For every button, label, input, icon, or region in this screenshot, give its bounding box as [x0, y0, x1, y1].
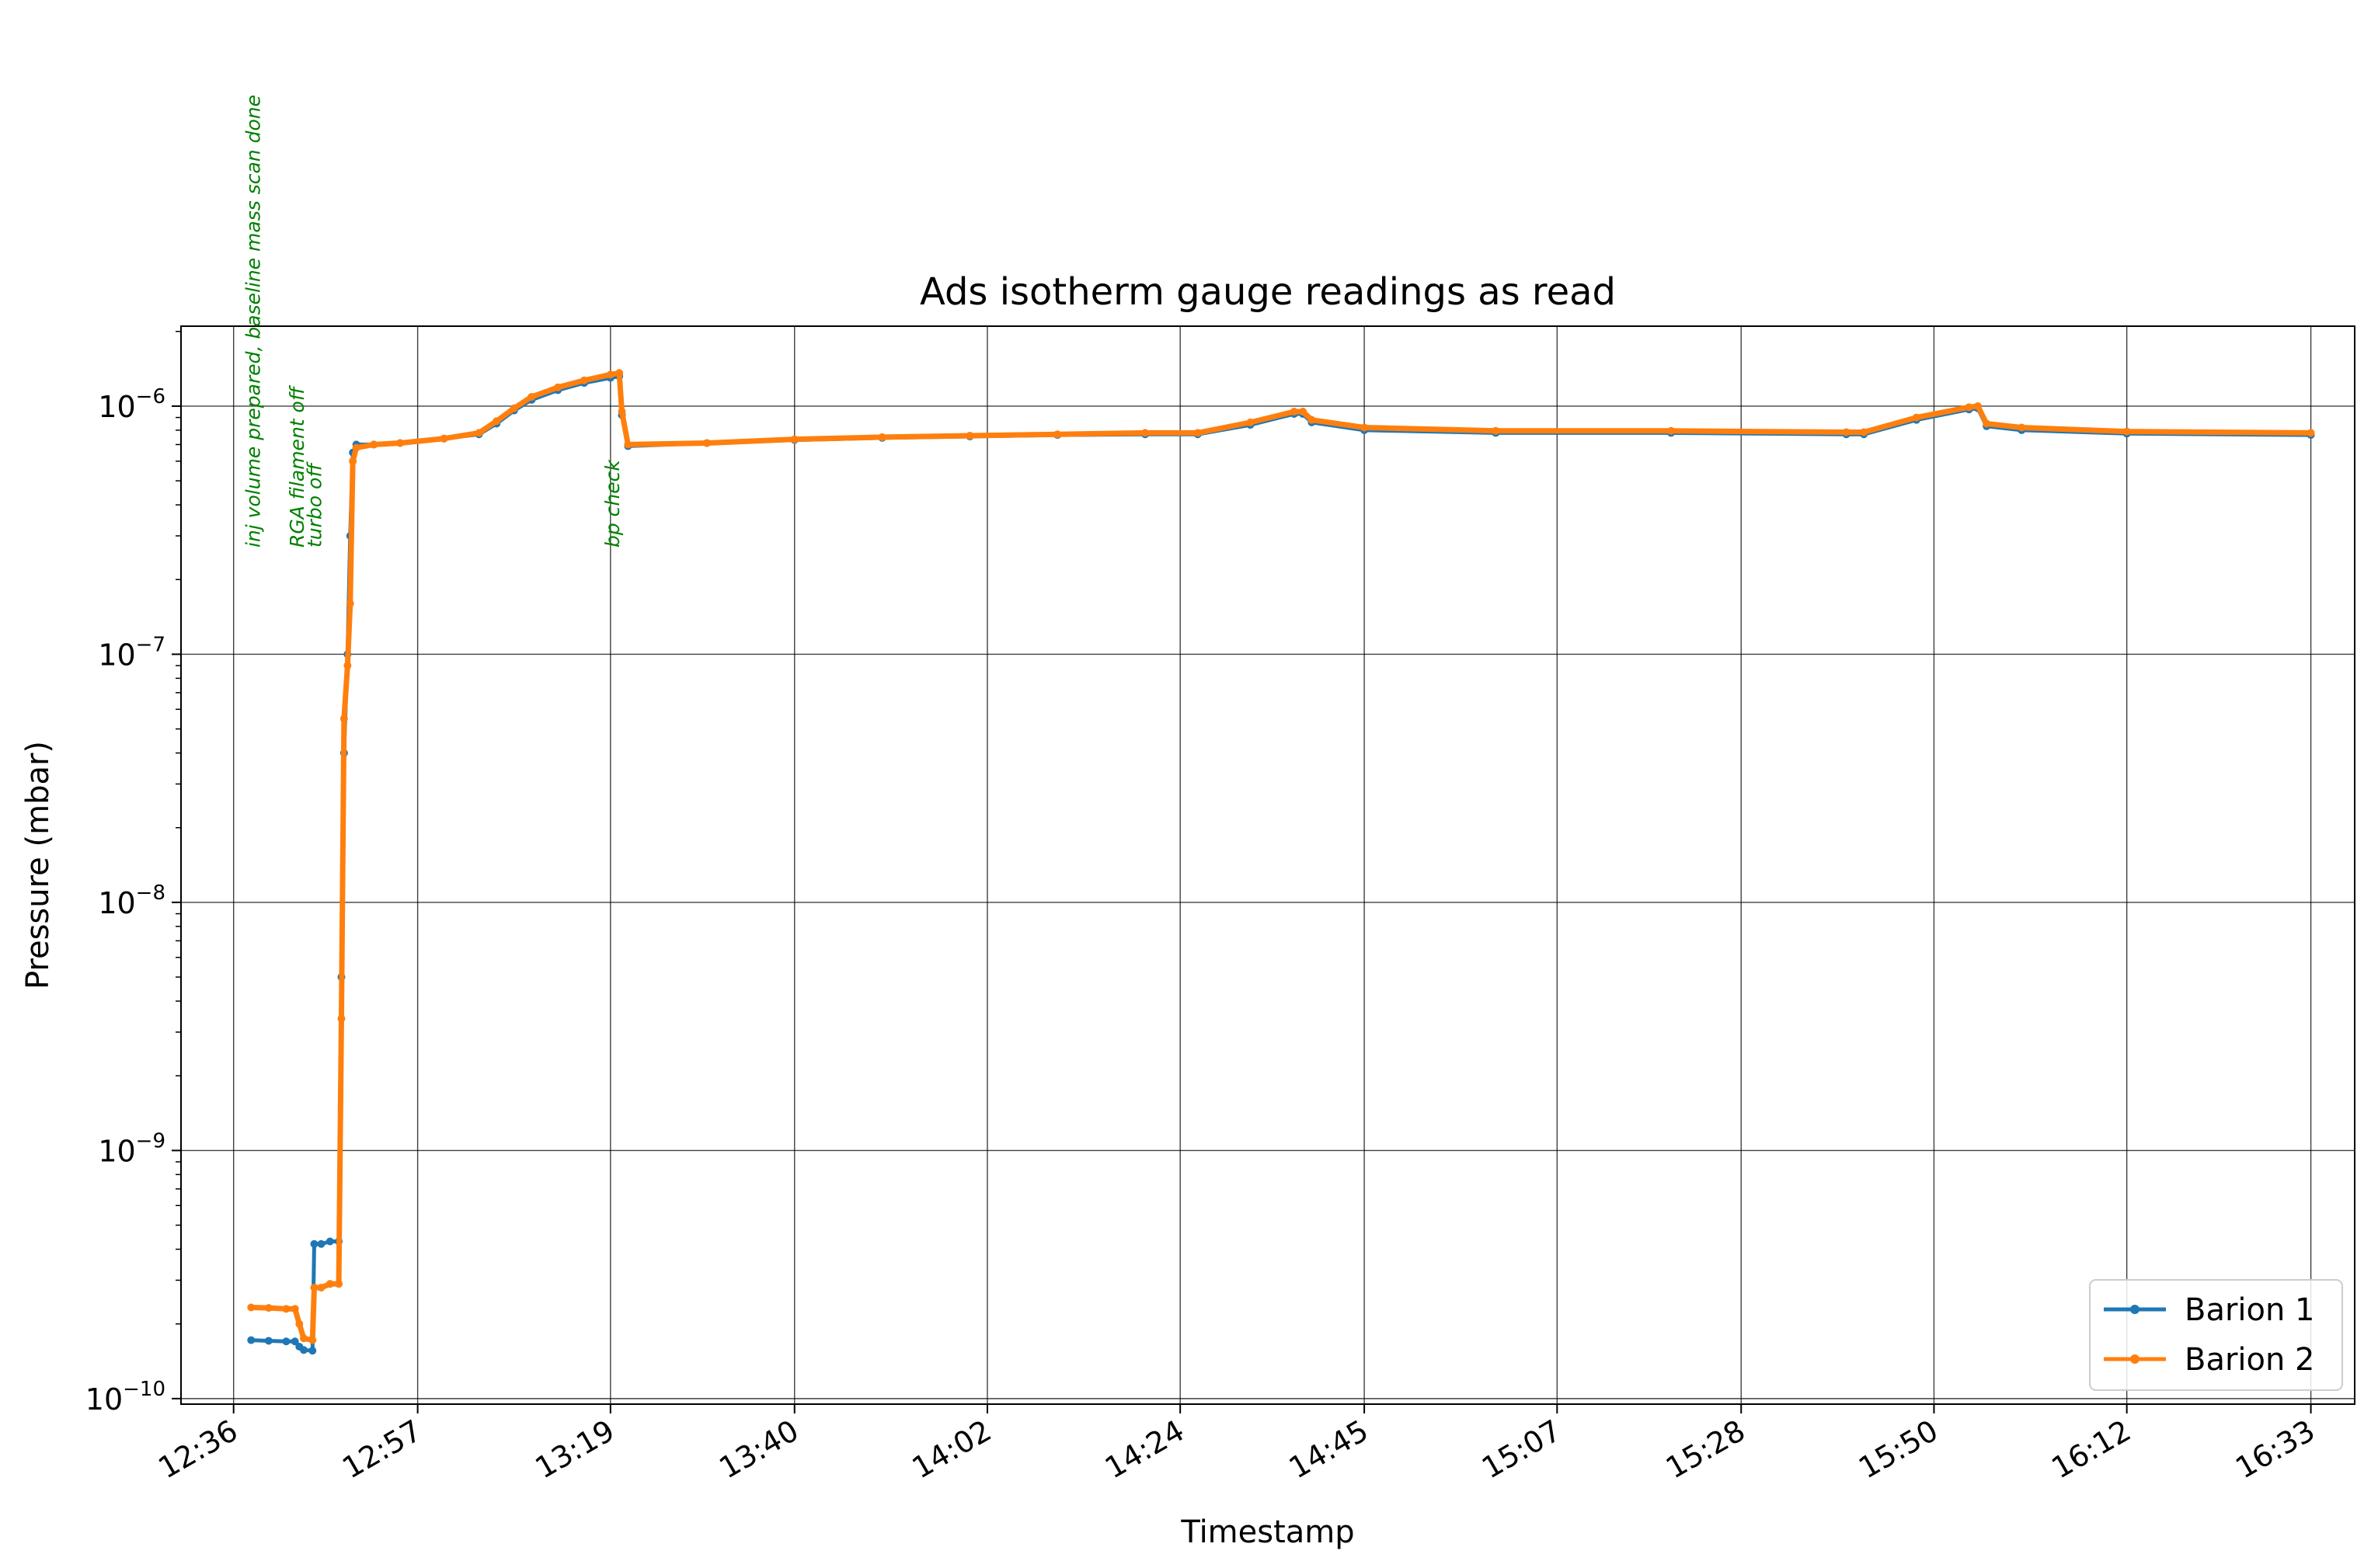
data-point	[527, 392, 536, 401]
data-point	[1307, 415, 1316, 424]
y-tick-label: 10−10	[85, 1378, 165, 1417]
data-point	[349, 457, 357, 465]
data-point	[2307, 429, 2315, 437]
y-tick-label: 10−7	[98, 633, 165, 672]
data-point	[1983, 419, 1991, 428]
series-group	[247, 369, 2315, 1355]
data-point	[337, 1014, 346, 1023]
legend-marker	[2130, 1305, 2139, 1314]
data-point	[346, 600, 354, 608]
data-point	[282, 1337, 291, 1346]
annotation-label: RGA filament off	[286, 384, 308, 548]
data-point	[606, 370, 615, 379]
data-point	[1290, 408, 1298, 416]
data-point	[580, 376, 588, 384]
grid	[181, 326, 2355, 1404]
data-point	[317, 1239, 326, 1248]
y-axis: 10−10 10−9 10−8 10−7 10−6	[85, 331, 181, 1417]
data-point	[475, 429, 483, 437]
data-point	[299, 1346, 308, 1354]
data-point	[396, 439, 405, 447]
data-point	[308, 1347, 317, 1355]
data-point	[264, 1304, 273, 1312]
y-tick-label: 10−8	[98, 881, 165, 920]
data-point	[291, 1337, 299, 1346]
legend-label: Barion 2	[2185, 1342, 2315, 1378]
data-point	[1666, 426, 1675, 435]
data-point	[554, 383, 562, 391]
data-point	[1053, 430, 1062, 439]
legend: Barion 1 Barion 2	[2089, 1279, 2343, 1391]
y-tick-label: 10−9	[98, 1129, 165, 1168]
data-point	[1492, 426, 1500, 435]
data-point	[440, 434, 448, 443]
data-point	[1360, 423, 1369, 432]
series-2	[247, 369, 2315, 1344]
data-point	[1842, 428, 1850, 436]
annotations: inj volume prepared, baseline mass scan …	[242, 95, 625, 548]
data-point	[326, 1237, 334, 1246]
data-point	[370, 440, 378, 449]
data-point	[1973, 402, 1982, 410]
annotation-label: turbo off	[304, 461, 326, 548]
y-tick-label: 10−6	[98, 385, 165, 424]
chart-title: Ads isotherm gauge readings as read	[920, 270, 1616, 314]
data-point	[264, 1337, 273, 1345]
data-point	[624, 440, 632, 449]
data-point	[1141, 429, 1150, 437]
data-point	[2018, 423, 2026, 432]
data-point	[282, 1305, 291, 1313]
data-point	[618, 408, 626, 416]
data-point	[878, 433, 886, 441]
data-point	[339, 714, 348, 723]
data-point	[702, 439, 711, 447]
data-point	[1246, 418, 1255, 426]
plot-frame	[180, 325, 2355, 1405]
data-point	[310, 1284, 319, 1292]
annotation-label: bp check	[601, 459, 624, 548]
data-point	[295, 1319, 304, 1328]
data-point	[291, 1305, 299, 1313]
data-point	[615, 369, 624, 377]
data-point	[1912, 413, 1920, 422]
legend-marker	[2130, 1354, 2139, 1364]
data-point	[317, 1284, 326, 1292]
data-point	[247, 1336, 256, 1344]
data-point	[352, 443, 360, 452]
data-point	[2122, 427, 2131, 436]
data-point	[1299, 408, 1307, 416]
data-point	[1193, 429, 1202, 437]
legend-label: Barion 1	[2185, 1292, 2315, 1328]
data-point	[326, 1280, 334, 1288]
x-axis-label: Timestamp	[1180, 1514, 1354, 1550]
data-point	[493, 417, 501, 426]
data-point	[310, 1239, 319, 1248]
data-point	[308, 1336, 317, 1344]
annotation-label: inj volume prepared, baseline mass scan …	[242, 95, 265, 548]
data-point	[510, 404, 518, 412]
data-point	[247, 1303, 256, 1312]
data-point	[966, 432, 974, 440]
data-point	[343, 662, 352, 670]
y-axis-label: Pressure (mbar)	[20, 741, 56, 989]
data-point	[790, 435, 799, 443]
data-point	[335, 1280, 343, 1288]
data-point	[1860, 428, 1868, 436]
data-point	[299, 1334, 308, 1343]
data-point	[1965, 403, 1973, 412]
